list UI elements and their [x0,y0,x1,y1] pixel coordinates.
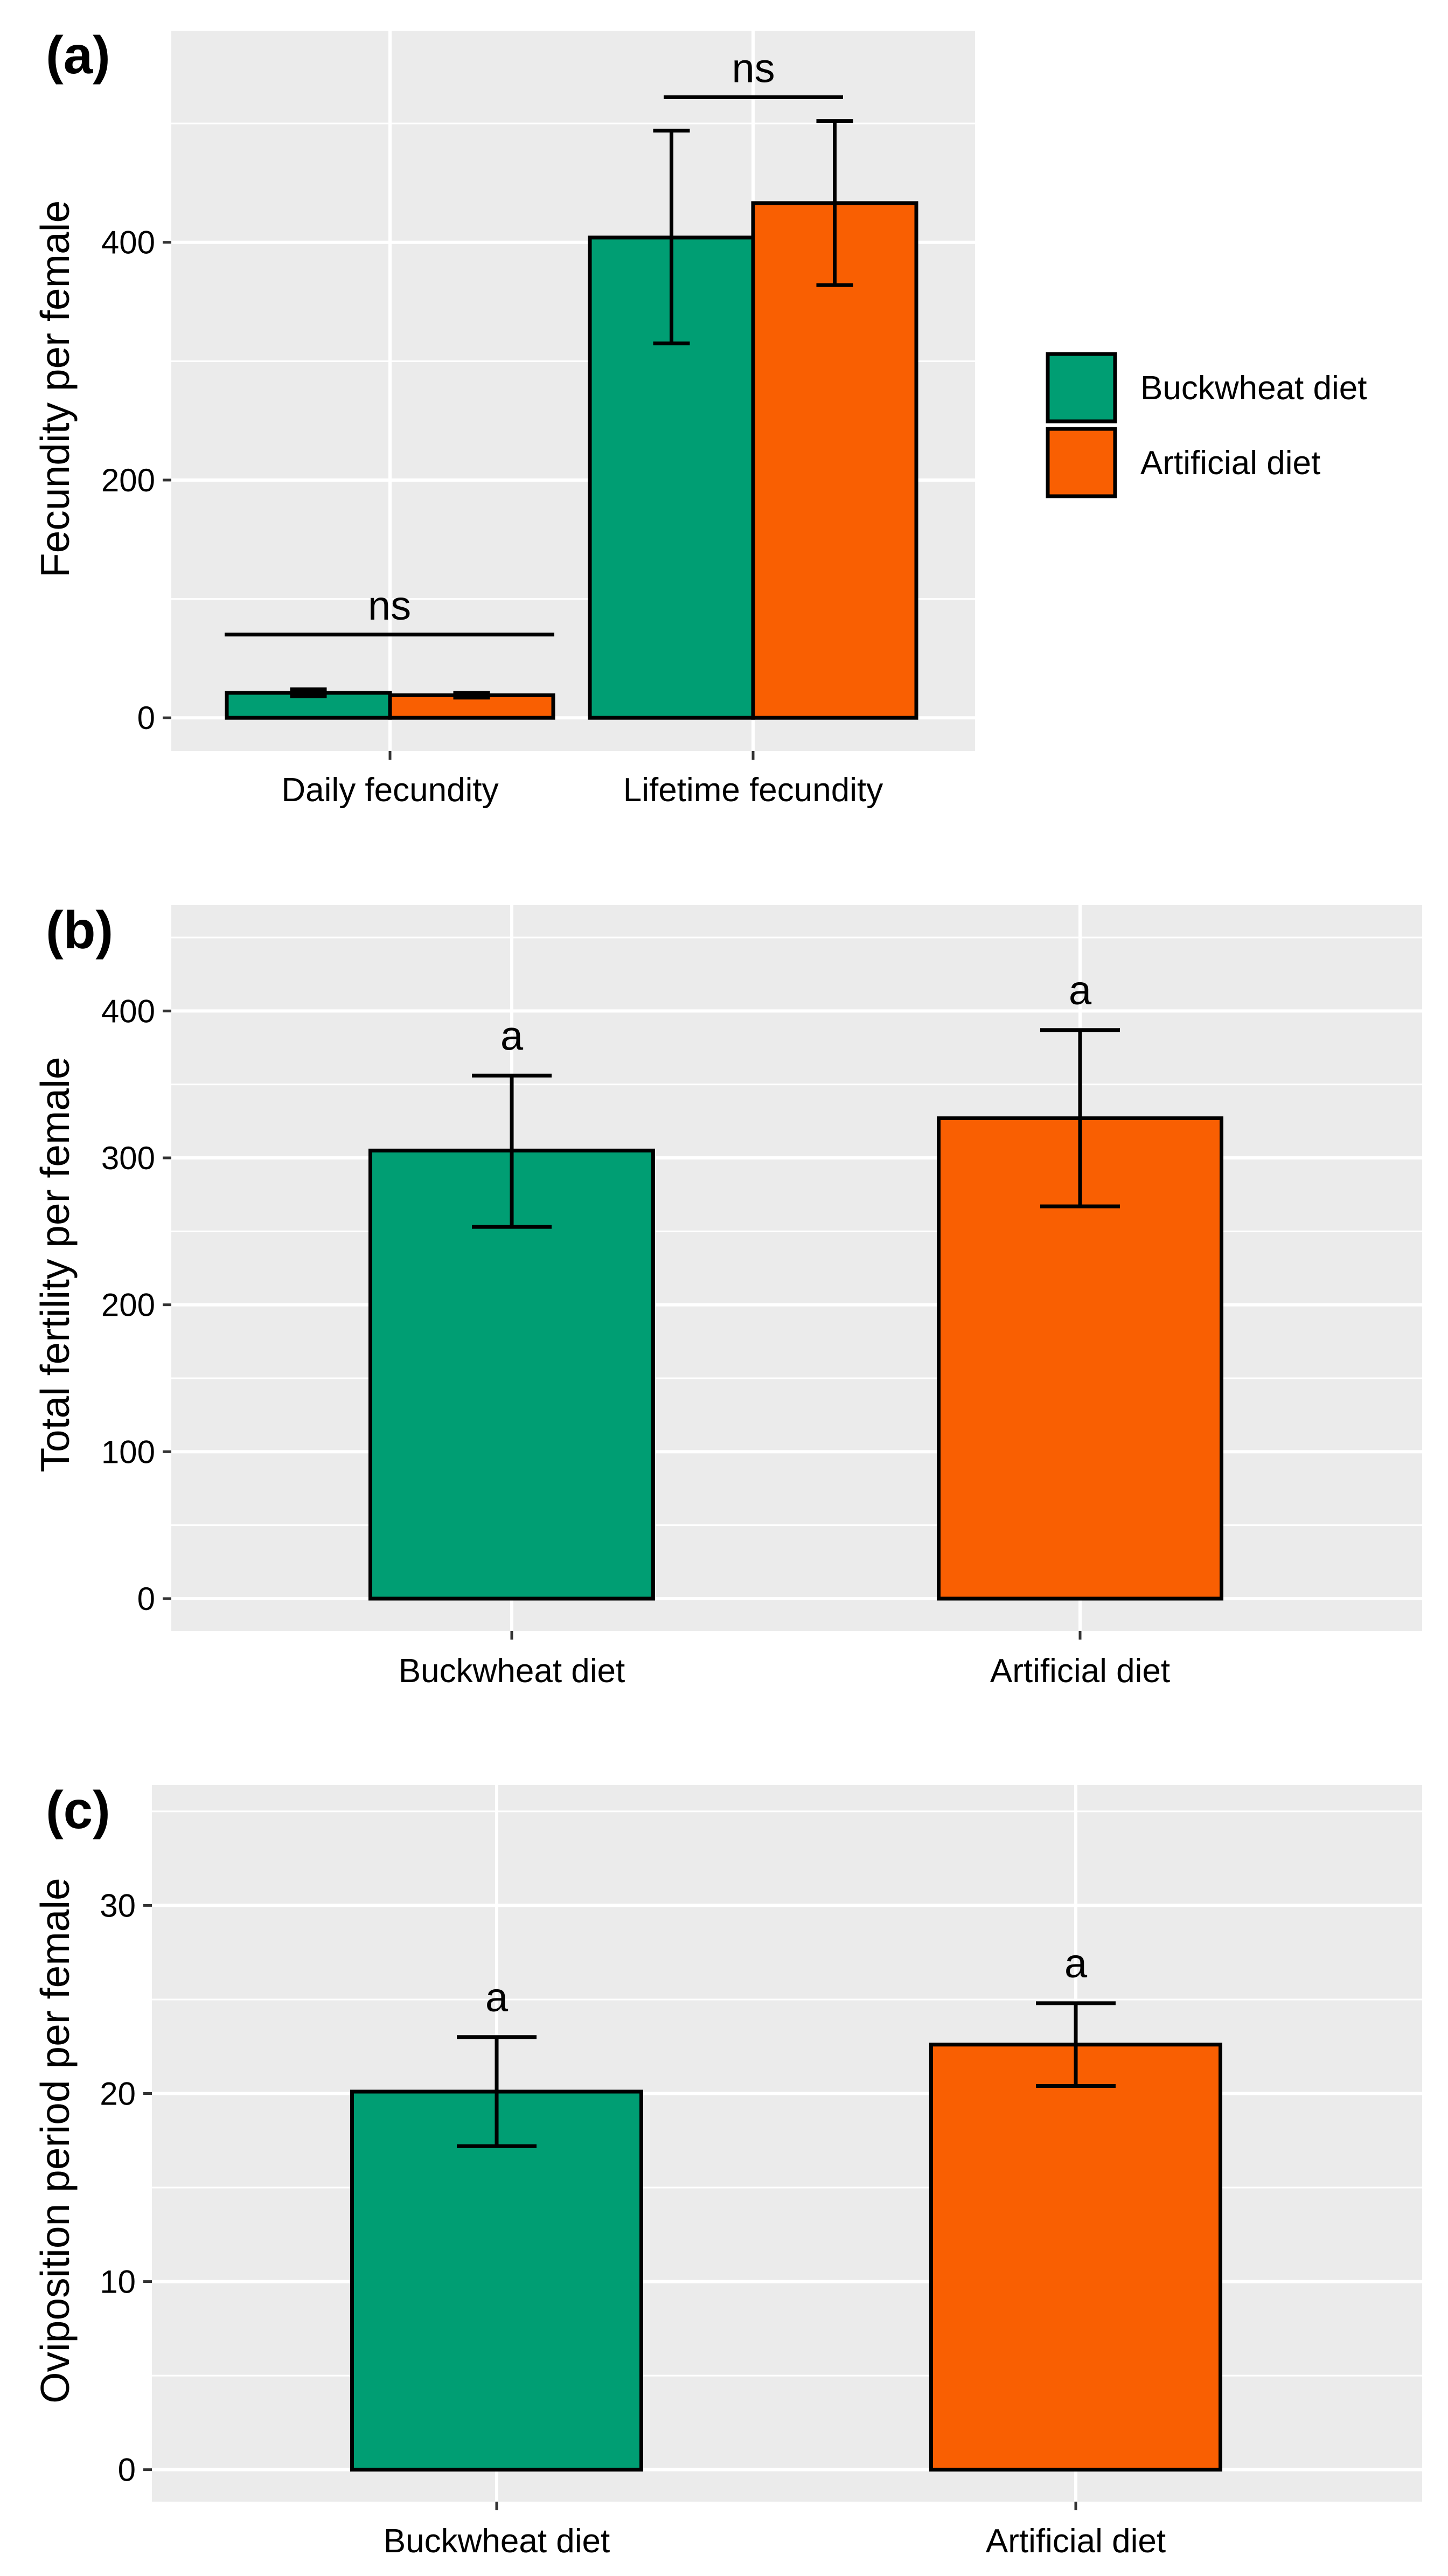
significance-letter: a [500,1013,524,1059]
legend-label-artificial: Artificial diet [1140,445,1320,482]
panel-b-y-axis-title: Total fertility per female [32,1057,78,1472]
x-category-label: Artificial diet [986,2523,1166,2560]
panel-b-y-axis: 0 100 200 300 400 Buckwheat diet Artificial di… [101,993,1170,1690]
panel-c-bars: aa [350,1941,1222,2472]
y-tick-label: 0 [118,2452,136,2488]
x-category-label: Artificial diet [990,1652,1170,1690]
error-bar-artificial [1040,1028,1120,1209]
y-tick-label: 200 [101,1287,155,1323]
significance-letter: a [1069,968,1092,1013]
significance-letter: a [485,1975,509,2020]
legend: Buckwheat diet Artificial diet [1046,352,1367,498]
error-bar-artificial [1036,2001,1116,2088]
panel-a-bars: ns ns [225,46,918,720]
error-bar-buckwheat [290,687,327,699]
x-category-label: Buckwheat diet [384,2523,610,2560]
y-tick-label: 300 [101,1140,155,1176]
legend-label-buckwheat: Buckwheat diet [1140,370,1367,407]
legend-key-buckwheat [1046,352,1117,423]
legend-key-artificial [1046,427,1117,498]
panel-b-background [171,905,1422,1631]
panel-a-y-axis-title: Fecundity per female [32,200,78,578]
panel-c-y-axis: 0 10 20 30 Buckwheat diet Artificial diet [100,1887,1166,2560]
y-tick-label: 200 [101,462,155,498]
error-bar-buckwheat [472,1073,552,1229]
significance-label: ns [368,583,411,629]
y-tick-label: 400 [101,225,155,261]
y-tick-label: 400 [101,993,155,1029]
panel-b-label: (b) [46,900,113,960]
panel-a-y-axis: 0 200 400 Daily fecundity Lifetime fecundity [101,225,883,809]
y-tick-label: 0 [137,700,155,736]
bar-artificial [929,2043,1222,2472]
error-bar-buckwheat [653,128,690,345]
panel-b-bars: aa [368,968,1223,1601]
x-category-label: Buckwheat diet [399,1652,625,1690]
panel-c-background [152,1785,1422,2502]
significance-letter: a [1064,1941,1088,1987]
error-bar-buckwheat [457,2035,537,2148]
panel-c-y-axis-title: Oviposition period per female [32,1878,78,2404]
y-tick-label: 10 [100,2264,136,2300]
x-category-label: Lifetime fecundity [623,772,883,809]
bar-artificial [751,201,918,720]
bar-buckwheat [350,2089,643,2472]
y-tick-label: 20 [100,2075,136,2112]
panel-a-label: (a) [46,25,110,85]
y-tick-label: 30 [100,1887,136,1924]
panel-b: 0 100 200 300 400 Buckwheat diet Artificial di… [32,900,1422,1690]
x-category-label: Daily fecundity [281,772,498,809]
significance-label: ns [732,46,775,92]
panel-a: 0 200 400 Daily fecundity Lifetime fecundity… [32,25,1367,809]
y-tick-label: 100 [101,1434,155,1470]
error-bar-artificial [453,691,490,700]
panel-c-label: (c) [46,1780,110,1839]
error-bar-artificial [816,119,853,287]
y-tick-label: 0 [137,1581,155,1617]
